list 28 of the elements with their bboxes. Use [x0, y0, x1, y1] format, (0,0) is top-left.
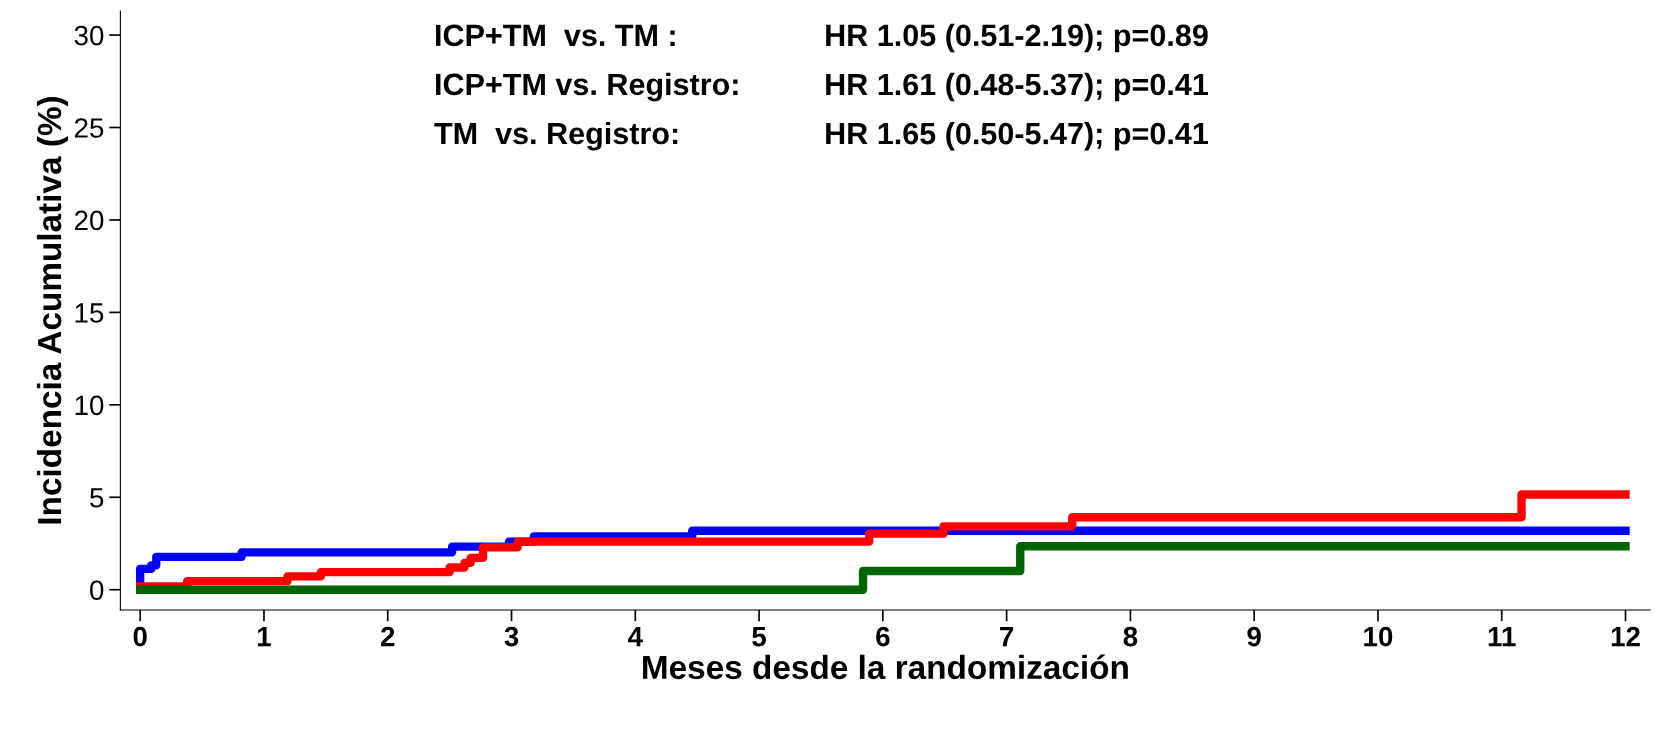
x-axis-title: Meses desde la randomización: [643, 654, 1128, 680]
x-tick-label: 5: [752, 627, 767, 647]
x-tick-label: 6: [876, 626, 890, 647]
y-tick-label: 15: [75, 303, 104, 323]
x-tick-label: 7: [1000, 627, 1014, 647]
x-tick-label: 9: [1247, 626, 1261, 647]
x-tick-label: 3: [504, 626, 519, 647]
x-tick-label: 8: [1123, 626, 1138, 647]
y-tick-label: 20: [74, 210, 104, 231]
annotation: HR 1.61 (0.48-5.37); p=0.41: [826, 72, 1208, 102]
x-tick-label: 4: [627, 627, 643, 647]
y-tick-label: 10: [75, 395, 104, 416]
annotation: ICP+TM vs. Registro:: [436, 72, 738, 102]
x-tick-label: 11: [1488, 627, 1516, 647]
annotation: HR 1.65 (0.50-5.47); p=0.41: [826, 121, 1208, 151]
x-tick-label: 12: [1611, 626, 1640, 647]
annotation: HR 1.05 (0.51-2.19); p=0.89: [826, 23, 1208, 53]
y-tick-label: 25: [74, 118, 104, 138]
x-tick-label: 2: [380, 626, 395, 647]
y-axis-title: Incidencia Acumulativa (%): [36, 97, 68, 524]
annotation: TM vs. Registro:: [434, 121, 678, 151]
y-tick-label: 0: [90, 580, 104, 601]
x-tick-label: 10: [1364, 626, 1393, 647]
y-tick-label: 5: [90, 488, 104, 508]
y-tick-label: 30: [74, 25, 104, 46]
x-tick-label: 0: [133, 626, 147, 647]
annotation: ICP+TM vs. TM :: [436, 24, 675, 47]
x-tick-label: 1: [257, 627, 271, 647]
